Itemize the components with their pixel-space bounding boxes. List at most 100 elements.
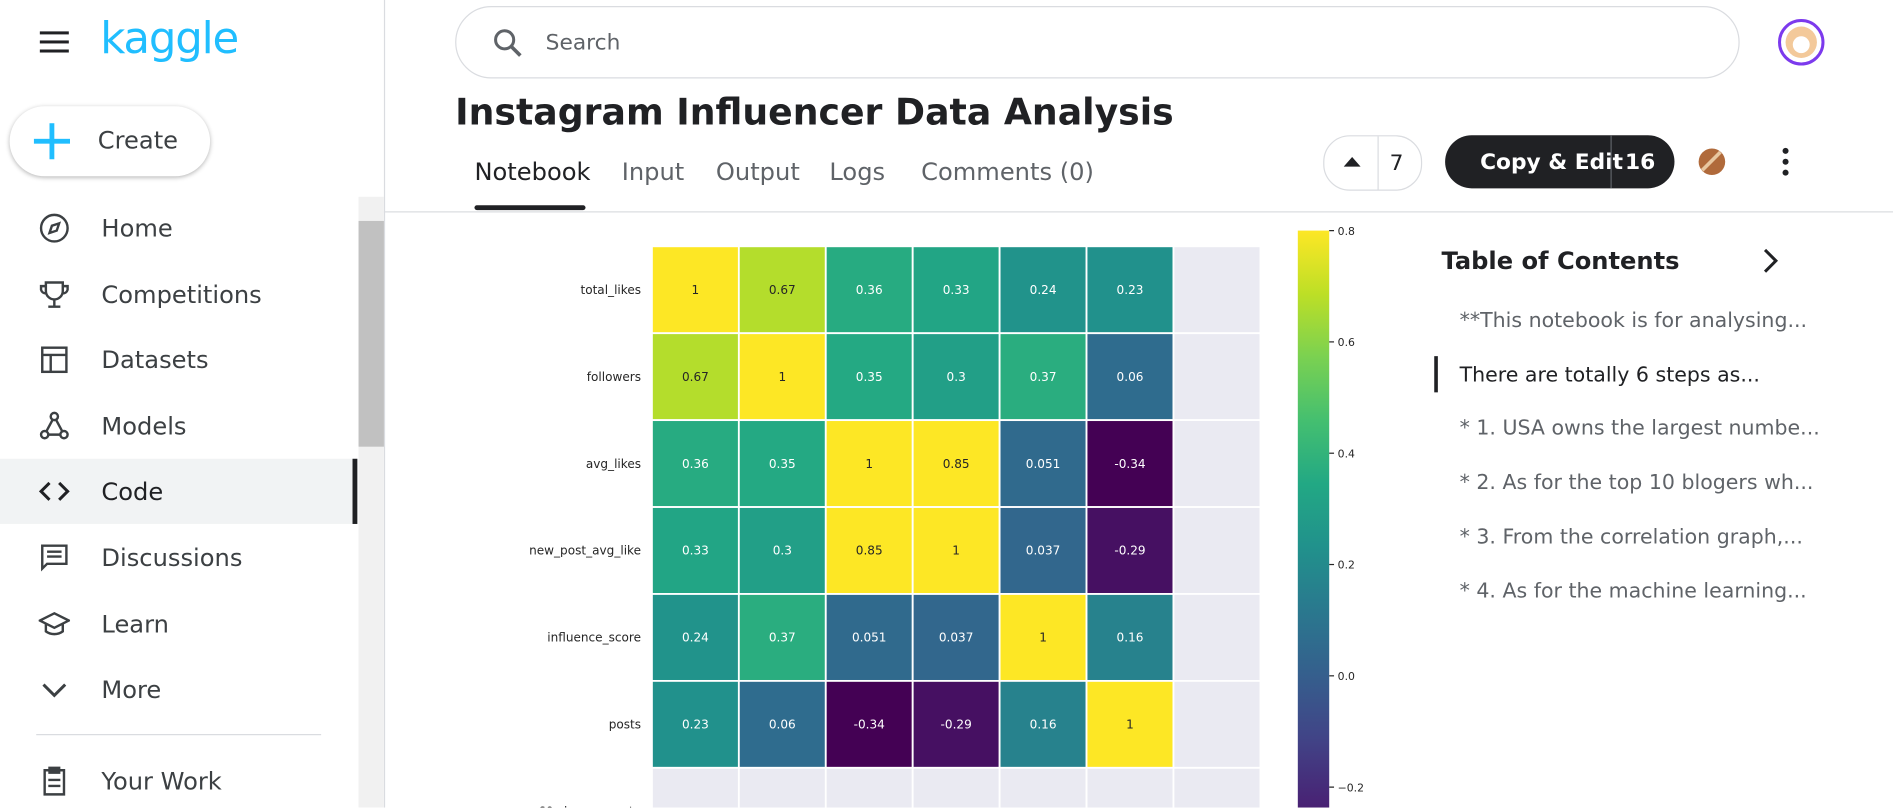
cell [824, 506, 914, 595]
cell-label: 0.24 [682, 631, 709, 645]
nav-item[interactable]: More [0, 657, 357, 722]
empty-cell [651, 766, 740, 808]
nav-label: More [101, 674, 162, 704]
colorbar-tick-label: 0.0 [1338, 670, 1355, 683]
more-menu[interactable] [1780, 147, 1792, 176]
tab[interactable]: Output [715, 156, 800, 186]
empty-cell [1172, 593, 1262, 682]
menu-icon[interactable] [39, 29, 70, 56]
heatmap-chart: total_likes 1 0.67 0.36 0.33 0.24 0.23 follower… [529, 225, 1364, 808]
runtime-icon[interactable] [1697, 147, 1726, 176]
cell-label: 1 [865, 457, 873, 471]
toc-item-active[interactable]: There are totally 6 steps as... [1459, 363, 1760, 388]
avatar[interactable] [1777, 18, 1825, 66]
nav-item[interactable]: Your Work [0, 749, 357, 808]
tab[interactable]: Comments (0) [921, 156, 1094, 186]
cell-label: 0.051 [1026, 457, 1061, 471]
cell-label: 0.36 [856, 283, 883, 297]
toc-title: Table of Contents [1441, 246, 1680, 276]
cell-label: 1 [1126, 718, 1134, 732]
cell-label: 0.85 [943, 457, 970, 471]
colorbar [1297, 230, 1330, 808]
copy-edit-button[interactable]: Copy & Edit 16 [1445, 135, 1675, 189]
nav-item-active[interactable]: Code [0, 458, 358, 524]
cell [651, 593, 740, 682]
nav-label: Your Work [101, 766, 222, 796]
vote-count: 7 [1389, 150, 1404, 177]
empty-cell [1172, 245, 1262, 335]
tab[interactable]: Input [621, 156, 685, 186]
tab-active[interactable]: Notebook [474, 156, 591, 186]
toc-item[interactable]: **This notebook is for analysing... [1459, 309, 1808, 334]
scroll-thumb[interactable] [358, 220, 384, 447]
cell-label: 0.23 [682, 718, 709, 732]
nav-label: Discussions [101, 543, 243, 573]
cell-label: 0.3 [773, 544, 792, 558]
cell-label: 0.16 [1117, 631, 1144, 645]
create-button[interactable]: Create [9, 106, 211, 177]
empty-cell [998, 766, 1088, 808]
toc-item[interactable]: * 4. As for the machine learning... [1459, 579, 1807, 604]
cell-label: 0.06 [769, 718, 796, 732]
cell-label: 0.06 [1117, 370, 1144, 384]
cell-label: -0.29 [1114, 544, 1145, 558]
cell-label: 1 [952, 544, 960, 558]
vote-button[interactable]: 7 [1323, 135, 1423, 191]
row-label: followers [587, 370, 641, 384]
empty-cell [1085, 766, 1175, 808]
cell-label: 1 [692, 283, 700, 297]
separator [1377, 136, 1379, 190]
nav-label: Learn [101, 609, 169, 639]
cell [1085, 419, 1175, 508]
cell [911, 419, 1001, 508]
icon [39, 281, 69, 308]
empty-cell [1172, 332, 1262, 422]
row-label: 60_day_eng_rate [538, 805, 641, 808]
cell-label: 1 [778, 370, 786, 384]
logo[interactable]: kaggle [100, 14, 239, 64]
toc-item[interactable]: * 2. As for the top 10 blogers wh... [1459, 470, 1814, 495]
cell-label: 0.35 [856, 370, 883, 384]
nav-item[interactable]: Models [0, 394, 357, 459]
empty-cell [824, 766, 914, 808]
cell-label: 0.67 [682, 370, 709, 384]
nav-label: Datasets [101, 345, 209, 375]
toc-item[interactable]: * 1. USA owns the largest numbe... [1459, 416, 1820, 441]
cell-label: 0.37 [1030, 370, 1057, 384]
row-label: total_likes [580, 283, 641, 297]
cell [651, 245, 740, 335]
icon [41, 544, 68, 572]
cell [824, 419, 914, 508]
sidebar [0, 0, 386, 808]
empty-cell [1172, 679, 1262, 769]
toc-item[interactable]: * 3. From the correlation graph,... [1459, 525, 1803, 550]
nav-item[interactable]: Competitions [0, 262, 357, 327]
empty-cell [737, 766, 827, 808]
search-bar[interactable]: Search [455, 6, 1740, 79]
toc-collapse[interactable] [1761, 247, 1780, 274]
cell [998, 593, 1088, 682]
colorbar-tick-label: −0.2 [1338, 781, 1364, 794]
cell [737, 245, 827, 335]
cell-label: -0.34 [854, 718, 885, 732]
icon [41, 346, 68, 374]
tab[interactable]: Logs [829, 156, 886, 186]
cell-label: 0.33 [943, 283, 970, 297]
cell-label: -0.29 [941, 718, 972, 732]
cell [1085, 506, 1175, 595]
nav-item[interactable]: Home [0, 196, 357, 261]
nav-item[interactable]: Learn [0, 592, 357, 657]
icon [38, 481, 70, 501]
cell [911, 593, 1001, 682]
colorbar-tick-label: 0.8 [1338, 225, 1355, 238]
nav-item[interactable]: Discussions [0, 525, 357, 590]
cell-label: 0.35 [769, 457, 796, 471]
copy-edit-label: Copy & Edit [1480, 149, 1624, 176]
scrollbar[interactable] [358, 196, 384, 808]
empty-cell [1172, 766, 1262, 808]
nav-item[interactable]: Datasets [0, 327, 357, 392]
row-label: new_post_avg_like [529, 544, 641, 558]
cell-label: 0.85 [856, 544, 883, 558]
